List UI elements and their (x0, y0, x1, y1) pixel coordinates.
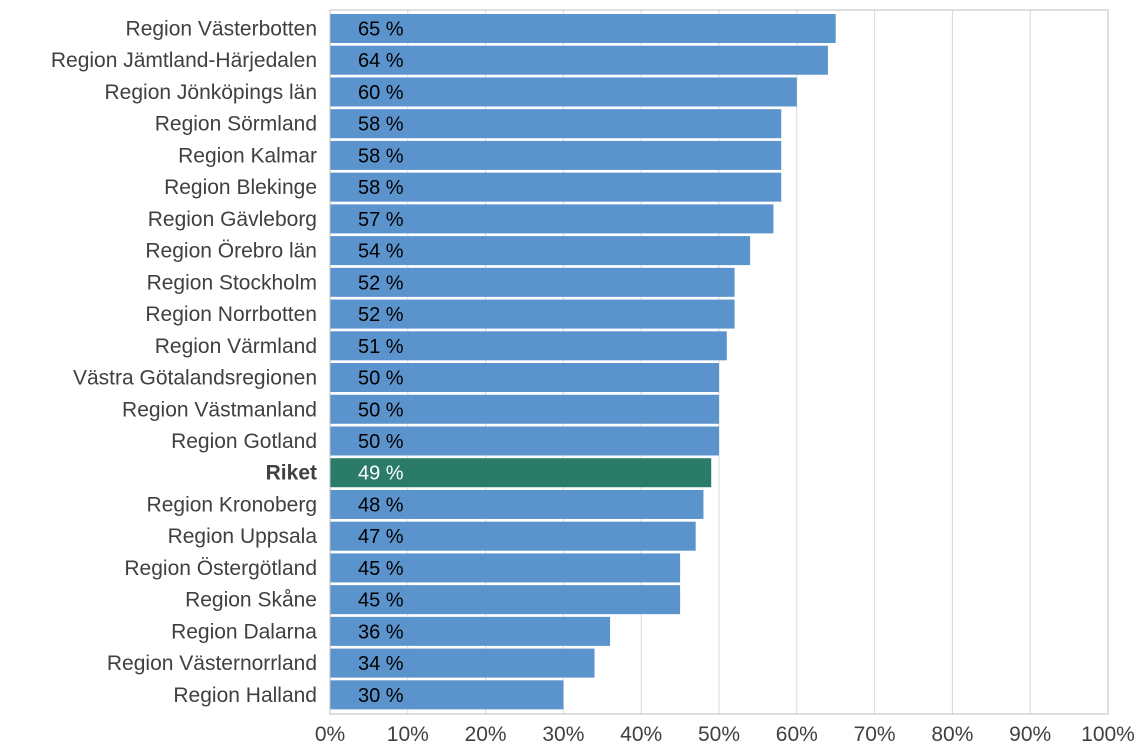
category-label: Region Gotland (171, 430, 317, 453)
category-label: Västra Götalandsregionen (73, 367, 317, 390)
bar-value-label: 51 % (358, 336, 404, 358)
bar-value-label: 60 % (358, 82, 404, 104)
bar-value-label: 52 % (358, 304, 404, 326)
bar-value-label: 58 % (358, 145, 404, 167)
bar-value-label: 58 % (358, 177, 404, 199)
category-label: Region Örebro län (145, 240, 317, 263)
bar-value-label: 50 % (358, 431, 404, 453)
bar (330, 204, 774, 234)
bar (330, 236, 751, 266)
category-label: Region Västmanland (122, 398, 317, 421)
category-label: Region Östergötland (124, 557, 317, 580)
category-label: Region Värmland (155, 335, 317, 358)
bar-value-label: 65 % (358, 19, 404, 41)
category-label: Region Kalmar (178, 144, 317, 167)
bar-value-label: 57 % (358, 209, 404, 231)
bar (330, 267, 735, 297)
bar (330, 14, 836, 43)
bar (330, 140, 782, 170)
bar-value-label: 36 % (358, 621, 404, 643)
bar-value-label: 52 % (358, 272, 404, 294)
bar (330, 489, 704, 519)
x-tick-label: 0% (315, 723, 345, 746)
bar (330, 648, 595, 678)
bar (330, 109, 782, 139)
category-label: Region Halland (173, 684, 317, 707)
category-label: Region Kronoberg (147, 493, 317, 516)
bar-value-label: 50 % (358, 399, 404, 421)
bar (330, 553, 681, 583)
bar-value-label: 50 % (358, 368, 404, 390)
category-label: Region Norrbotten (145, 303, 317, 326)
bar (330, 331, 727, 361)
x-tick-label: 10% (387, 723, 429, 746)
bar (330, 616, 611, 646)
x-tick-label: 30% (542, 723, 584, 746)
x-tick-label: 90% (1009, 723, 1051, 746)
category-label: Region Stockholm (147, 271, 317, 294)
category-labels: Region Västerbotten Region Jämtland-Härje… (51, 18, 317, 707)
category-label: Region Skåne (185, 589, 317, 612)
bar (330, 394, 719, 424)
bar-value-label: 47 % (358, 526, 404, 548)
x-axis-ticks: 0% 10% 20% 30% 40% 50% 60% 70% 80% 90% 100% (315, 723, 1135, 746)
category-label: Region Jämtland-Härjedalen (51, 49, 317, 72)
bar-value-label: 45 % (358, 558, 404, 580)
bar (330, 172, 782, 202)
x-tick-label: 80% (931, 723, 973, 746)
bar (330, 299, 735, 329)
category-label: Region Dalarna (171, 620, 317, 643)
bar-value-label: 54 % (358, 241, 404, 263)
bar-value-label: 48 % (358, 494, 404, 516)
category-label: Region Gävleborg (148, 208, 317, 231)
bar (330, 77, 797, 107)
x-tick-label: 20% (465, 723, 507, 746)
bar-value-label: 58 % (358, 114, 404, 136)
bar-value-label: 49 % (358, 463, 404, 485)
category-label: Region Uppsala (168, 525, 318, 548)
bar-value-label: 34 % (358, 653, 404, 675)
bar-value-label: 45 % (358, 590, 404, 612)
bar-value-label: 64 % (358, 50, 404, 72)
category-label: Region Västerbotten (126, 18, 317, 41)
bars: 65 % 64 % 60 % 58 % 58 % 58 % 57 % 54 % 52 % 52 %… (330, 14, 836, 710)
bar (330, 521, 696, 551)
category-label: Region Sörmland (155, 113, 317, 136)
category-label: Region Västernorrland (107, 652, 317, 675)
bar-value-label: 30 % (358, 685, 404, 707)
category-label: Region Blekinge (164, 176, 317, 199)
bar (330, 680, 564, 710)
x-tick-label: 70% (854, 723, 896, 746)
x-tick-label: 40% (620, 723, 662, 746)
x-tick-label: 100% (1081, 723, 1135, 746)
plot-frame (329, 9, 1109, 715)
bar-highlight (330, 458, 712, 488)
category-label: Riket (266, 462, 317, 485)
x-tick-label: 50% (698, 723, 740, 746)
x-tick-label: 60% (776, 723, 818, 746)
category-label: Region Jönköpings län (105, 81, 317, 104)
bar (330, 585, 681, 615)
bar (330, 426, 719, 456)
bar (330, 363, 719, 393)
bar (330, 45, 828, 75)
